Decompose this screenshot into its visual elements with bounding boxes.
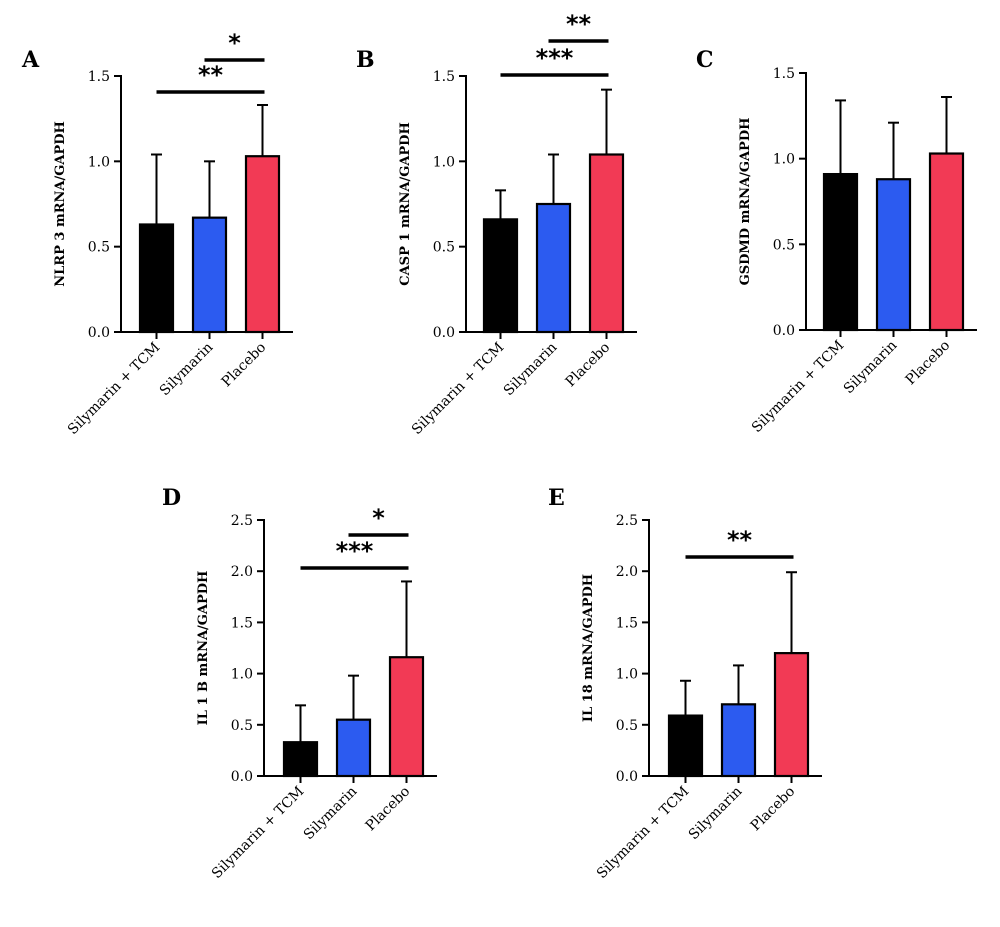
y-tick-label: 0.0 bbox=[231, 769, 253, 785]
panel-letter: E bbox=[548, 485, 565, 511]
panel-e: E 0.0 0.5 1.0 1.5 2.0 2.5 IL 18 mRNA/GAPDH Silym… bbox=[548, 485, 822, 882]
bar bbox=[720, 703, 757, 778]
y-tick-label: 2.0 bbox=[616, 564, 638, 580]
y-tick-label: 2.0 bbox=[231, 564, 253, 580]
y-tick-label: 1.0 bbox=[88, 154, 110, 170]
panel-letter: B bbox=[356, 47, 375, 73]
bar bbox=[388, 656, 425, 778]
x-category-label: Placebo bbox=[748, 784, 799, 835]
bar bbox=[822, 172, 859, 332]
bar bbox=[773, 652, 810, 778]
y-tick-label: 0.0 bbox=[773, 323, 795, 339]
y-axis-label: GSDMD mRNA/GAPDH bbox=[738, 118, 753, 286]
x-category-label: Silymarin + TCM bbox=[594, 784, 692, 882]
panel-letter: C bbox=[696, 47, 714, 73]
x-category-label: Silymarin bbox=[686, 784, 746, 844]
y-tick-label: 1.0 bbox=[433, 154, 455, 170]
y-tick-label: 0.5 bbox=[231, 718, 253, 734]
x-category-label: Placebo bbox=[363, 784, 414, 835]
panel-a: A 0.0 0.5 1.0 1.5 NLRP 3 mRNA/GAPDH Silymarin … bbox=[21, 29, 293, 438]
y-tick-label: 0.0 bbox=[88, 325, 110, 341]
bar bbox=[535, 202, 572, 334]
y-tick-label: 1.5 bbox=[773, 66, 795, 82]
y-tick-label: 0.5 bbox=[88, 240, 110, 256]
y-tick-label: 2.5 bbox=[616, 513, 638, 529]
x-category-label: Placebo bbox=[219, 340, 270, 391]
significance-label: *** bbox=[536, 44, 574, 72]
y-axis-label: IL 18 mRNA/GAPDH bbox=[581, 574, 596, 722]
x-category-label: Silymarin + TCM bbox=[749, 338, 847, 436]
x-category-label: Silymarin bbox=[841, 338, 901, 398]
y-tick-label: 0.0 bbox=[433, 325, 455, 341]
bar bbox=[282, 741, 319, 778]
x-category-label: Silymarin bbox=[301, 784, 361, 844]
x-category-label: Silymarin bbox=[157, 340, 217, 400]
significance-label: * bbox=[372, 504, 385, 532]
y-axis-label: CASP 1 mRNA/GAPDH bbox=[398, 122, 413, 286]
x-category-label: Silymarin + TCM bbox=[409, 340, 507, 438]
y-tick-label: 1.5 bbox=[88, 69, 110, 85]
y-tick-label: 1.0 bbox=[231, 667, 253, 683]
significance-label: *** bbox=[336, 537, 374, 565]
x-category-label: Placebo bbox=[903, 338, 954, 389]
bar bbox=[335, 718, 372, 778]
panel-b: B 0.0 0.5 1.0 1.5 CASP 1 mRNA/GAPDH Silymarin … bbox=[356, 10, 637, 438]
significance-label: ** bbox=[566, 10, 592, 38]
y-tick-label: 1.5 bbox=[231, 615, 253, 631]
y-axis-label: IL 1 B mRNA/GAPDH bbox=[196, 571, 211, 726]
y-axis-label: NLRP 3 mRNA/GAPDH bbox=[53, 121, 68, 287]
bar bbox=[191, 216, 228, 334]
bar bbox=[667, 714, 704, 778]
bar bbox=[138, 223, 175, 334]
x-category-label: Placebo bbox=[563, 340, 614, 391]
x-category-label: Silymarin + TCM bbox=[65, 340, 163, 438]
y-tick-label: 1.5 bbox=[616, 615, 638, 631]
y-tick-label: 1.0 bbox=[773, 152, 795, 168]
bar bbox=[482, 218, 519, 334]
y-tick-label: 0.0 bbox=[616, 769, 638, 785]
panel-letter: D bbox=[162, 485, 181, 511]
y-tick-label: 0.5 bbox=[616, 718, 638, 734]
panel-letter: A bbox=[21, 47, 40, 73]
bar bbox=[244, 155, 281, 334]
y-tick-label: 2.5 bbox=[231, 513, 253, 529]
bar bbox=[875, 178, 912, 332]
panel-d: D 0.0 0.5 1.0 1.5 2.0 2.5 IL 1 B mRNA/GAPDH Sily… bbox=[162, 485, 437, 882]
significance-label: * bbox=[228, 29, 241, 57]
x-category-label: Silymarin + TCM bbox=[209, 784, 307, 882]
y-tick-label: 1.5 bbox=[433, 69, 455, 85]
y-tick-label: 0.5 bbox=[433, 240, 455, 256]
bar bbox=[588, 153, 625, 334]
significance-label: ** bbox=[727, 526, 753, 554]
bar bbox=[928, 152, 965, 332]
panel-c: C 0.0 0.5 1.0 1.5 GSDMD mRNA/GAPDH Silymarin +… bbox=[696, 47, 977, 436]
y-tick-label: 1.0 bbox=[616, 667, 638, 683]
significance-label: ** bbox=[198, 61, 224, 89]
x-category-label: Silymarin bbox=[501, 340, 561, 400]
y-tick-label: 0.5 bbox=[773, 237, 795, 253]
